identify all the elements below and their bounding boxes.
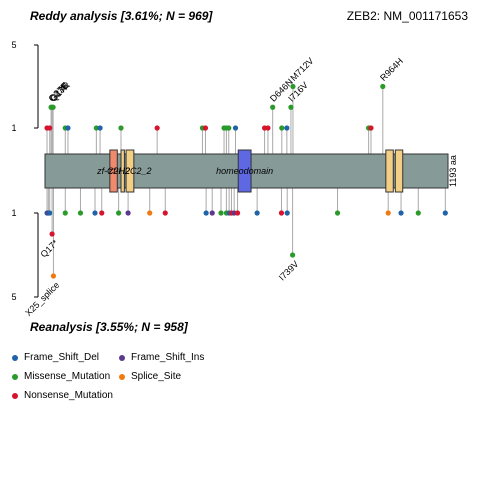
top-mutation-point: [65, 125, 71, 131]
bottom-mutation-point: [385, 210, 391, 216]
bottom-mutation-label: X25_splice: [23, 280, 61, 318]
top-mutation-point: [290, 83, 296, 90]
legend-item-frame-shift-del: Frame_Shift_Del: [12, 352, 99, 363]
bottom-mutation-label: Q17*: [38, 238, 60, 260]
top-mutation-point: [380, 83, 386, 90]
bottom-mutation-point: [254, 210, 260, 216]
top-panel-title: Reddy analysis [3.61%; N = 969]: [30, 9, 213, 23]
legend-label: Frame_Shift_Ins: [131, 352, 205, 363]
bottom-mutation-point: [125, 210, 131, 216]
y-tick-label: 1: [11, 123, 16, 133]
top-mutation-point: [265, 125, 271, 131]
domain-block: [237, 149, 252, 193]
bottom-mutation-point: [218, 210, 224, 216]
domain-block: [109, 149, 118, 193]
bottom-mutation-point: [234, 210, 241, 216]
bottom-mutation-point: [442, 210, 448, 216]
top-mutation-label: R964H: [378, 56, 405, 83]
legend-label: Splice_Site: [131, 371, 182, 382]
bottom-mutation-point: [92, 210, 98, 216]
protein-length-label: 1193 aa: [448, 155, 458, 187]
top-mutation-point: [226, 125, 232, 131]
legend-label: Missense_Mutation: [24, 371, 111, 382]
bottom-mutation-point: [77, 210, 84, 216]
bottom-mutation-point: [284, 210, 290, 216]
top-mutation-point: [97, 125, 103, 131]
frame-shift-del-dot-icon: [12, 354, 18, 361]
top-mutation-point: [50, 104, 56, 110]
top-mutation-point: [368, 125, 374, 131]
top-mutation-point: [118, 125, 124, 131]
bottom-mutation-point: [278, 210, 285, 216]
top-mutation-point: [288, 104, 294, 110]
bottom-mutation-point: [47, 210, 53, 216]
top-mutation-point: [202, 125, 209, 131]
bottom-mutation-point: [398, 210, 404, 216]
bottom-mutation-point: [147, 210, 153, 216]
bottom-mutation-point: [162, 210, 168, 216]
bottom-mutation-point: [415, 210, 421, 216]
domain-block: [385, 149, 394, 193]
domain-block: [394, 149, 404, 193]
y-tick-label: 1: [11, 208, 16, 218]
legend-label: Nonsense_Mutation: [24, 390, 113, 401]
legend-item-splice-site: Splice_Site: [119, 371, 181, 382]
y-tick-label: 5: [11, 292, 16, 302]
legend-item-missense-mutation: Missense_Mutation: [12, 371, 110, 382]
legend-item-frame-shift-ins: Frame_Shift_Ins: [119, 352, 204, 363]
y-tick-label: 5: [11, 40, 16, 50]
bottom-mutation-point: [99, 210, 105, 216]
bottom-mutation-point: [203, 210, 209, 216]
top-mutation-label: Q17R: [48, 80, 72, 104]
domain-block: [125, 149, 135, 193]
domain-block: [120, 149, 125, 193]
top-mutation-point: [154, 125, 160, 131]
domain-label: zf-H2C2_2: [107, 166, 151, 176]
bottom-mutation-point: [62, 210, 68, 216]
legend-item-nonsense-mutation: Nonsense_Mutation: [12, 390, 113, 401]
bottom-mutation-label: I739V: [277, 259, 301, 283]
bottom-mutation-point: [290, 252, 296, 258]
bottom-mutation-point: [116, 210, 122, 216]
bottom-panel-title: Reanalysis [3.55%; N = 958]: [30, 320, 188, 334]
gene-transcript-title: ZEB2: NM_001171653: [346, 9, 468, 23]
bottom-mutation-point: [50, 273, 57, 279]
splice-site-dot-icon: [119, 373, 125, 380]
legend-label: Frame_Shift_Del: [24, 352, 100, 363]
bottom-mutation-point: [334, 210, 341, 216]
top-mutation-point: [270, 104, 276, 110]
top-mutation-point: [93, 125, 99, 131]
top-mutation-label: M712V: [288, 56, 315, 83]
missense-mutation-dot-icon: [12, 373, 18, 380]
bottom-mutation-point: [49, 231, 55, 237]
domain-label: zf-C2H2: [96, 166, 130, 176]
top-mutation-point: [47, 125, 53, 131]
top-mutation-point: [232, 125, 239, 131]
domain-label: homeodomain: [216, 166, 273, 176]
bottom-mutation-point: [209, 210, 215, 216]
top-mutation-point: [284, 125, 290, 131]
top-mutation-point: [279, 125, 285, 131]
frame-shift-ins-dot-icon: [119, 354, 125, 361]
nonsense-mutation-dot-icon: [12, 392, 18, 399]
